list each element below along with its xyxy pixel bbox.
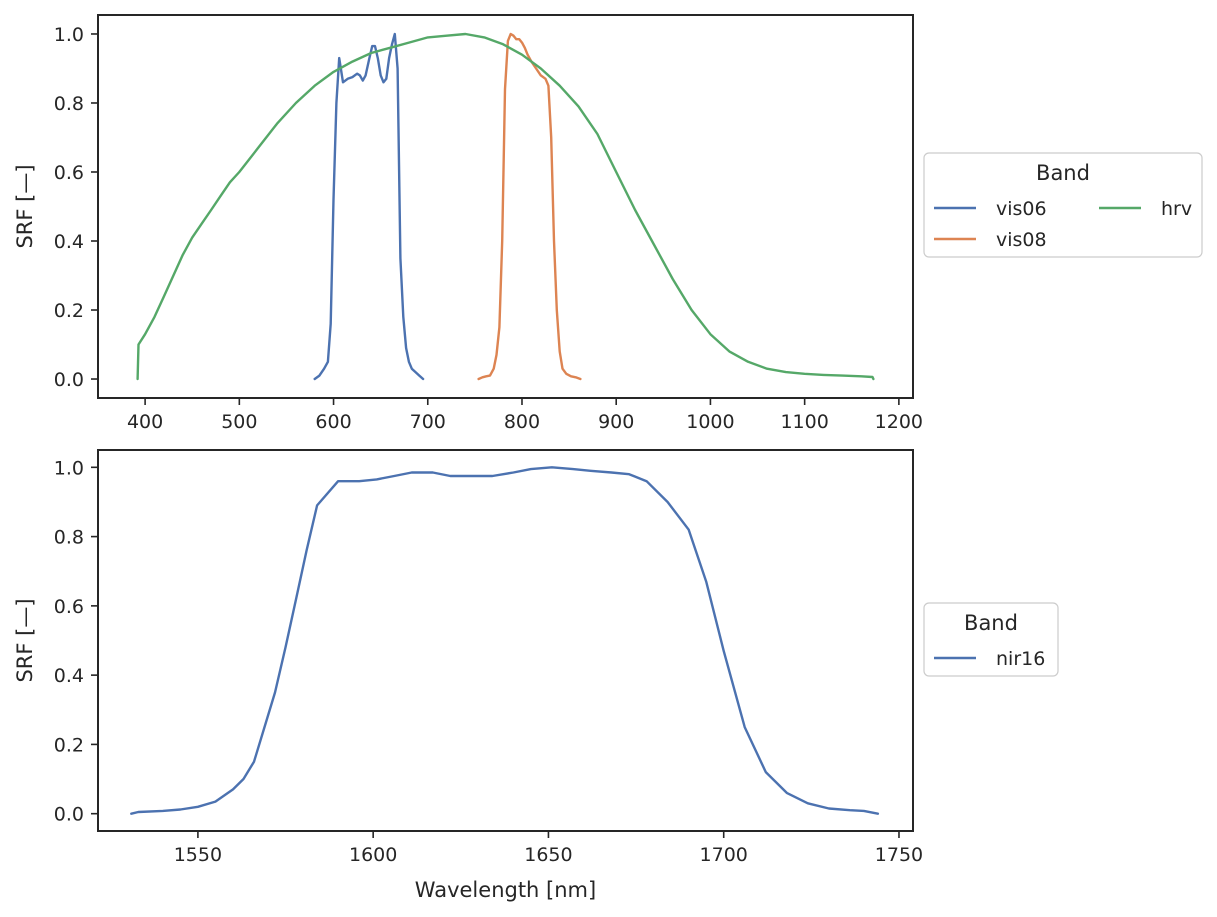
plot-frame xyxy=(97,14,914,399)
y-axis-label: SRF [—] xyxy=(13,164,37,248)
plot-frame xyxy=(97,449,914,832)
x-tick-label: 1000 xyxy=(686,411,734,433)
y-tick-label: 0.6 xyxy=(54,596,84,618)
x-tick-label: 1200 xyxy=(875,411,923,433)
x-tick-label: 1100 xyxy=(780,411,828,433)
y-tick-label: 0.0 xyxy=(54,369,84,391)
x-tick-label: 1650 xyxy=(524,844,572,866)
y-tick-label: 0.2 xyxy=(54,300,84,322)
y-tick-label: 1.0 xyxy=(54,457,84,479)
y-tick-label: 0.4 xyxy=(54,665,84,687)
legend-title: Band xyxy=(964,611,1018,635)
x-tick-label: 900 xyxy=(598,411,634,433)
legend-label-hrv: hrv xyxy=(1161,198,1192,220)
x-tick-label: 1550 xyxy=(174,844,222,866)
y-axis-label: SRF [—] xyxy=(13,598,37,682)
y-tick-label: 1.0 xyxy=(54,24,84,46)
x-tick-label: 700 xyxy=(410,411,446,433)
legend-label-nir16: nir16 xyxy=(996,648,1045,670)
x-tick-label: 800 xyxy=(504,411,540,433)
top-plot: 400 500 600 700 800 900 1000 1100 1200 0.0 0.2 0.4 0… xyxy=(13,14,1203,433)
series-line-vis08 xyxy=(477,32,582,381)
y-tick-label: 0.2 xyxy=(54,734,84,756)
x-tick-label: 1750 xyxy=(875,844,923,866)
x-tick-label: 400 xyxy=(127,411,163,433)
y-tick-label: 0.8 xyxy=(54,527,84,549)
legend-box xyxy=(923,152,1203,258)
x-tick-label: 600 xyxy=(315,411,351,433)
legend-title: Band xyxy=(1036,161,1090,185)
series-line-hrv xyxy=(136,32,875,381)
y-tick-label: 0.0 xyxy=(54,804,84,826)
legend-label-vis08: vis08 xyxy=(996,229,1047,251)
x-axis-label: Wavelength [nm] xyxy=(415,878,596,902)
legend: Band nir16 xyxy=(923,602,1059,677)
y-tick-label: 0.8 xyxy=(54,93,84,115)
series-line-vis06 xyxy=(313,32,425,381)
y-tick-label: 0.4 xyxy=(54,231,84,253)
x-tick-label: 500 xyxy=(221,411,257,433)
x-tick-label: 1600 xyxy=(349,844,397,866)
y-tick-label: 0.6 xyxy=(54,162,84,184)
x-tick-label: 1700 xyxy=(700,844,748,866)
legend: Band vis06 vis08 hrv xyxy=(923,152,1203,258)
series-line-nir16 xyxy=(130,466,880,815)
legend-label-vis06: vis06 xyxy=(996,198,1047,220)
bottom-plot: 1550 1600 1650 1700 1750 0.0 0.2 0.4 0.6 0.8 1.0 SR… xyxy=(13,449,1059,902)
